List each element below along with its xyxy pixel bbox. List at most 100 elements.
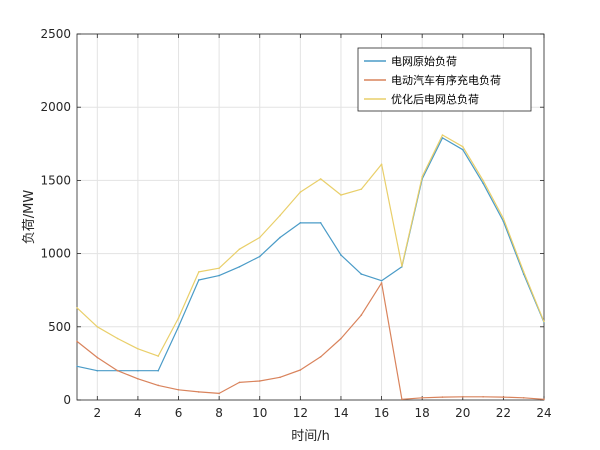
series-point-2 bbox=[319, 178, 322, 180]
series-point-2 bbox=[502, 217, 505, 220]
series-point-0 bbox=[441, 137, 444, 139]
series-point-2 bbox=[299, 191, 302, 193]
series-point-1 bbox=[340, 337, 342, 340]
series-point-0 bbox=[482, 182, 484, 185]
x-axis-label: 时间/h bbox=[291, 429, 330, 444]
y-tick-label: 1000 bbox=[40, 247, 71, 261]
y-tick-label: 500 bbox=[48, 320, 71, 334]
series-point-1 bbox=[76, 340, 78, 343]
series-point-2 bbox=[482, 179, 484, 182]
series-point-1 bbox=[258, 380, 261, 382]
series-lines bbox=[76, 134, 545, 401]
series-point-1 bbox=[543, 398, 545, 401]
series-1 bbox=[76, 282, 545, 401]
series-point-0 bbox=[461, 148, 464, 151]
series-point-2 bbox=[461, 145, 464, 148]
series-point-0 bbox=[137, 369, 139, 372]
series-point-1 bbox=[137, 377, 139, 380]
series-point-0 bbox=[198, 279, 200, 281]
series-point-2 bbox=[258, 236, 261, 239]
series-point-1 bbox=[299, 369, 302, 371]
series-point-0 bbox=[279, 236, 281, 239]
series-point-1 bbox=[116, 369, 119, 372]
x-tick-label: 12 bbox=[293, 406, 308, 420]
legend-label-1: 电动汽车有序充电负荷 bbox=[391, 73, 501, 87]
series-point-2 bbox=[543, 320, 545, 323]
series-point-2 bbox=[441, 134, 444, 136]
series-point-2 bbox=[76, 306, 78, 309]
series-point-0 bbox=[380, 279, 383, 282]
y-tick-label: 0 bbox=[63, 393, 71, 407]
series-line-1 bbox=[76, 282, 545, 400]
series-point-1 bbox=[502, 396, 505, 398]
series-point-2 bbox=[96, 326, 99, 328]
series-line-2 bbox=[76, 134, 545, 357]
series-point-2 bbox=[522, 271, 525, 273]
legend-box bbox=[357, 47, 532, 112]
series-point-1 bbox=[157, 384, 160, 387]
x-tick-label: 24 bbox=[536, 406, 551, 420]
x-tick-label: 16 bbox=[374, 406, 389, 420]
series-point-0 bbox=[340, 254, 342, 256]
x-tick-label: 14 bbox=[333, 406, 348, 420]
series-point-1 bbox=[96, 356, 99, 359]
x-tick-label: 2 bbox=[93, 406, 101, 420]
y-tick-label: 2500 bbox=[40, 27, 71, 41]
series-line-0 bbox=[76, 137, 545, 372]
x-tick-label: 8 bbox=[215, 406, 223, 420]
series-point-2 bbox=[238, 248, 241, 251]
y-axis-label: 负荷/MW bbox=[22, 190, 37, 245]
series-point-0 bbox=[76, 365, 78, 368]
series-point-0 bbox=[96, 369, 99, 372]
x-tick-label: 18 bbox=[415, 406, 430, 420]
series-point-2 bbox=[421, 175, 423, 178]
series-point-0 bbox=[157, 369, 160, 372]
x-tick-label: 10 bbox=[252, 406, 267, 420]
x-tick-label: 22 bbox=[496, 406, 511, 420]
series-point-1 bbox=[319, 356, 322, 358]
series-point-2 bbox=[116, 337, 119, 340]
series-point-2 bbox=[340, 194, 342, 196]
series-point-2 bbox=[380, 163, 383, 166]
series-point-2 bbox=[177, 317, 180, 319]
series-point-0 bbox=[319, 222, 322, 224]
legend-label-2: 优化后电网总负荷 bbox=[391, 92, 479, 106]
x-tick-label: 20 bbox=[455, 406, 470, 420]
series-point-1 bbox=[482, 395, 484, 398]
series-point-2 bbox=[137, 347, 139, 350]
x-tick-label: 6 bbox=[175, 406, 183, 420]
plot-frame bbox=[76, 33, 545, 401]
series-point-1 bbox=[401, 398, 403, 401]
series-point-2 bbox=[198, 271, 200, 273]
series-point-2 bbox=[218, 267, 220, 270]
series-point-1 bbox=[441, 396, 444, 398]
series-point-1 bbox=[380, 282, 383, 284]
series-point-1 bbox=[360, 314, 363, 316]
series-point-2 bbox=[360, 188, 363, 190]
series-point-1 bbox=[421, 397, 423, 399]
series-point-0 bbox=[238, 265, 241, 268]
series-2 bbox=[76, 134, 545, 357]
x-tick-label: 4 bbox=[134, 406, 142, 420]
series-point-1 bbox=[522, 397, 525, 399]
series-point-1 bbox=[198, 391, 200, 393]
series-point-1 bbox=[218, 392, 220, 395]
series-point-0 bbox=[299, 222, 302, 224]
series-point-0 bbox=[258, 255, 261, 258]
series-point-2 bbox=[279, 214, 281, 217]
series-point-0 bbox=[177, 326, 180, 328]
series-point-1 bbox=[177, 388, 180, 391]
series-point-0 bbox=[360, 273, 363, 275]
series-point-1 bbox=[461, 395, 464, 398]
series-point-1 bbox=[238, 381, 241, 384]
series-point-2 bbox=[401, 265, 403, 267]
series-point-2 bbox=[157, 355, 160, 357]
series-point-1 bbox=[279, 376, 281, 379]
series-point-0 bbox=[218, 274, 220, 277]
legend-label-0: 电网原始负荷 bbox=[391, 54, 457, 68]
y-tick-label: 2000 bbox=[40, 100, 71, 114]
y-tick-label: 1500 bbox=[40, 173, 71, 187]
